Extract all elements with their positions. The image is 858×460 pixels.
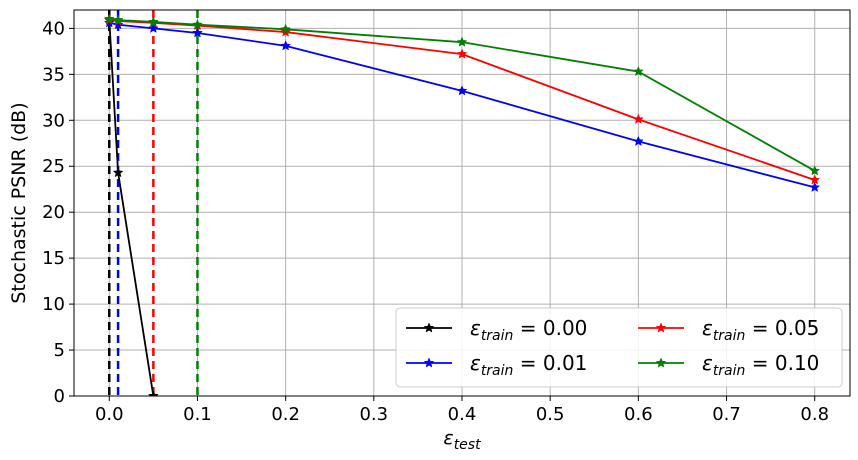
data-point	[192, 27, 203, 38]
x-tick-label: 0.2	[271, 404, 300, 425]
series-0	[103, 13, 159, 396]
data-point	[112, 19, 124, 30]
series-line	[109, 18, 816, 172]
data-point	[456, 36, 468, 47]
y-tick-label: 30	[42, 110, 65, 131]
data-point	[456, 85, 468, 96]
legend-item: εtrain = 0.00	[406, 316, 587, 344]
data-point	[103, 13, 115, 24]
data-point	[456, 48, 468, 59]
y-tick-label: 20	[42, 202, 65, 223]
data-point	[147, 22, 159, 33]
y-axis-label: Stochastic PSNR (dB)	[8, 102, 30, 303]
grid	[74, 10, 850, 397]
x-axis-subscript: test	[454, 437, 481, 453]
legend: εtrain = 0.00 εtrain = 0.01 εtrain = 0.05 ε…	[395, 307, 843, 388]
y-tick-label: 0	[54, 386, 65, 407]
y-tick-label: 40	[42, 18, 65, 39]
data-point	[280, 40, 292, 51]
x-tick-label: 0.3	[359, 404, 388, 425]
x-tick-label: 0.6	[624, 404, 653, 425]
legend-marker	[655, 322, 667, 333]
x-axis-symbol: ε	[443, 427, 453, 449]
data-point	[632, 135, 644, 146]
y-tick-label: 10	[42, 294, 65, 315]
legend-box	[395, 307, 843, 388]
legend-marker	[423, 357, 435, 368]
legend-marker	[655, 357, 667, 368]
x-axis-label: εtest	[443, 427, 481, 453]
legend-item: εtrain = 0.01	[406, 351, 587, 379]
x-tick-label: 0.0	[95, 404, 124, 425]
series-line	[109, 19, 816, 181]
series-1	[103, 17, 821, 192]
y-axis-ticks: 0 5 10 15 20 25 30 35 40	[42, 18, 74, 407]
x-tick-label: 0.5	[536, 404, 565, 425]
data-point	[147, 16, 159, 27]
legend-label: εtrain = 0.00	[470, 316, 587, 344]
y-tick-label: 5	[54, 340, 65, 361]
series-3	[103, 13, 821, 176]
y-tick-label: 15	[42, 248, 65, 269]
x-tick-label: 0.4	[448, 404, 477, 425]
x-axis-ticks: 0.0 0.1 0.2 0.3 0.4 0.5 0.6 0.7 0.8	[95, 396, 829, 425]
legend-label: εtrain = 0.01	[470, 351, 587, 379]
x-tick-label: 0.1	[183, 404, 212, 425]
data-point	[809, 181, 821, 192]
data-point	[192, 19, 203, 30]
data-point	[809, 174, 821, 185]
data-point	[112, 167, 124, 178]
y-tick-label: 35	[42, 64, 65, 85]
data-point	[147, 390, 159, 396]
x-tick-label: 0.7	[712, 404, 741, 425]
legend-item: εtrain = 0.05	[638, 316, 819, 344]
data-point	[632, 65, 644, 77]
data-point	[280, 23, 292, 34]
series-line	[108, 19, 155, 396]
series-group	[103, 13, 821, 396]
data-point	[112, 14, 124, 25]
y-tick-label: 25	[42, 156, 65, 177]
data-point	[809, 165, 821, 176]
series-line	[109, 21, 815, 189]
legend-marker	[423, 322, 435, 333]
x-tick-label: 0.8	[800, 404, 829, 425]
data-point	[632, 113, 644, 124]
legend-label: εtrain = 0.05	[702, 316, 819, 344]
legend-item: εtrain = 0.10	[638, 351, 819, 379]
legend-label: εtrain = 0.10	[702, 351, 819, 379]
